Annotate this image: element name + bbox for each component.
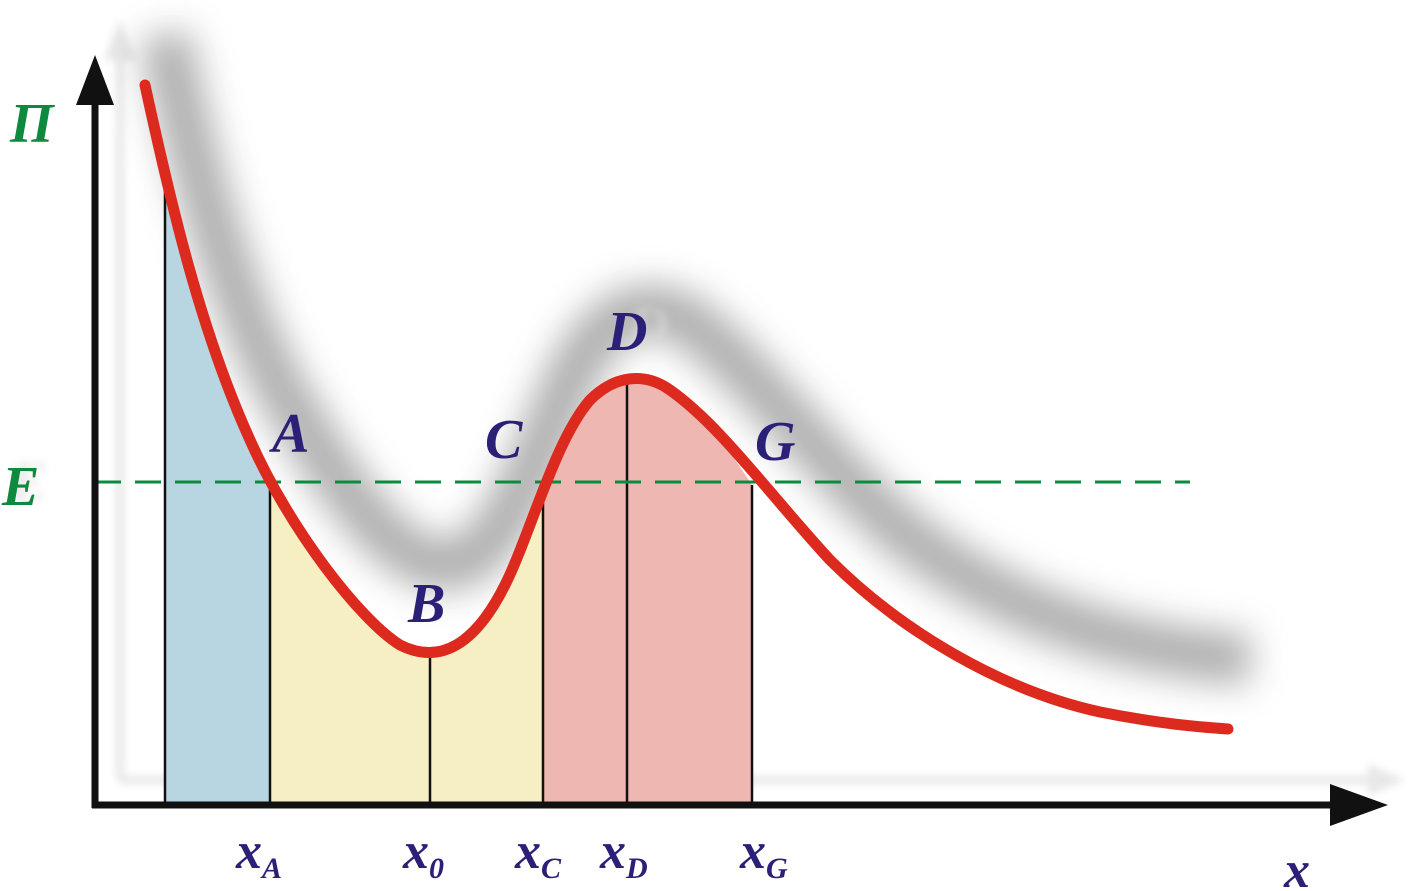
svg-text:E: E [9,451,47,513]
point-label-d: D [606,301,647,363]
x-tick-xa: xA [235,823,282,885]
region-well [270,485,543,805]
x-tick-xd: xD [599,823,648,885]
y-axis-label: П [9,93,55,155]
svg-text:D: D [627,296,668,358]
x-tick-x0: x0 [402,823,444,885]
point-label-a: A [269,403,309,465]
potential-curve [139,79,1234,735]
energy-label: E [1,456,39,518]
x-axis-arrow [1330,784,1388,826]
label-shadows: D E [9,296,668,513]
point-label-g: G [755,411,795,473]
point-label-b: B [407,573,445,635]
x-axis-label: x [1283,842,1310,891]
region-left [165,175,270,805]
x-tick-xg: xG [739,823,788,885]
point-label-c: C [485,409,523,471]
regions [165,175,752,805]
x-tick-labels: xA x0 xC xD xG [235,823,788,885]
region-barrier [543,377,752,805]
axes [76,55,1388,826]
x-tick-xc: xC [514,823,562,885]
y-axis-arrow [76,55,114,105]
curve-shadow [140,29,1252,685]
vertical-lines [163,175,754,805]
